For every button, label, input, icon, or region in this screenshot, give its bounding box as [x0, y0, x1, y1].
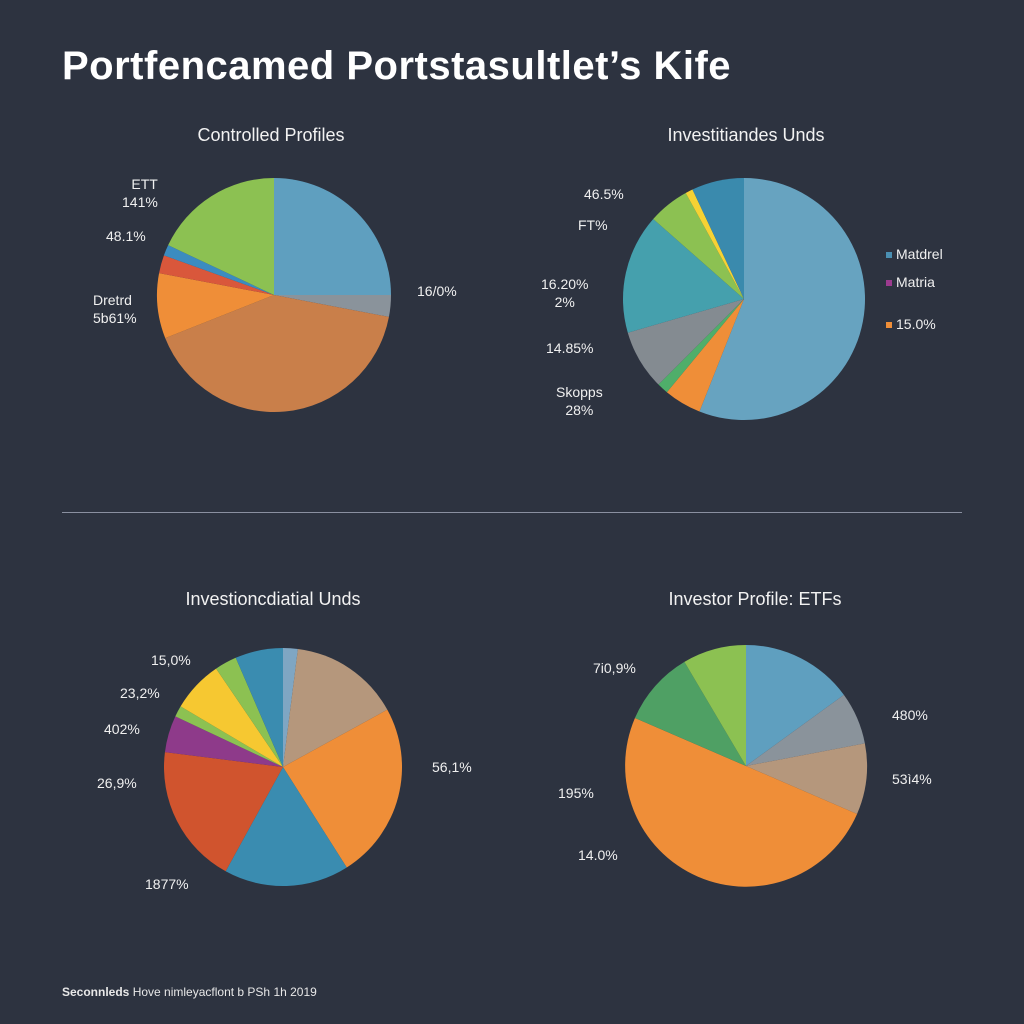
slice-label: 14.85%	[546, 340, 594, 356]
pie-slice	[746, 645, 844, 766]
slice-label: 15,0%	[151, 652, 191, 668]
legend-label: Matria	[896, 274, 935, 290]
legend-item: Matria	[886, 274, 935, 290]
pie-slice	[625, 717, 858, 887]
slice-label: 56,1%	[432, 759, 472, 775]
pie-slice	[157, 273, 274, 339]
footer-note: Seconnleds Hove nimleyacflont b PSh 1h 2…	[62, 985, 317, 999]
legend-item: Matdrel	[886, 246, 943, 262]
pie-slice	[627, 299, 744, 385]
slice-label: 14.0%	[578, 847, 618, 863]
footer-text: Hove nimleyacflont b PSh 1h 2019	[132, 985, 317, 999]
pie-slice	[225, 767, 347, 887]
chart-title: Controlled Profiles	[197, 125, 345, 145]
pie-slice	[746, 743, 868, 815]
pie-slice	[283, 648, 298, 767]
pie-slice	[163, 245, 274, 295]
pie-slice	[685, 189, 744, 299]
pie-slice	[165, 295, 389, 412]
main-title: Portfencamed Portstasultlet’s Kife	[62, 44, 732, 88]
pie-slice	[274, 295, 391, 317]
pie-slice	[164, 752, 283, 872]
pie-slice	[684, 645, 746, 766]
pie-slice	[216, 657, 283, 767]
pie-chart-investitiandes-unds	[622, 178, 866, 420]
slice-label: 7i0,9%	[593, 660, 636, 676]
pie-chart-investioncdiatial-unds	[164, 648, 403, 887]
legend-label: 15.0%	[896, 316, 936, 332]
pie-slice	[653, 192, 744, 299]
pie-slice	[274, 178, 391, 295]
slice-label: 53ì4%	[892, 771, 932, 787]
slice-label: 16.20% 2%	[541, 276, 589, 310]
pie-slice	[746, 694, 865, 766]
section-divider	[62, 512, 962, 513]
pie-slice	[175, 706, 283, 767]
pie-slice	[622, 218, 744, 333]
pie-slice	[283, 709, 403, 868]
slice-label: FT%	[578, 217, 608, 233]
slice-label: 46.5%	[584, 186, 624, 202]
legend-item: 15.0%	[886, 316, 936, 332]
slice-label: Dretrd 5b61%	[93, 292, 137, 326]
legend-swatch	[886, 322, 892, 328]
pie-chart-controlled-profiles	[157, 178, 391, 412]
pie-slice	[666, 299, 744, 412]
pie-slice	[180, 668, 283, 767]
chart-title: Investitiandes Unds	[667, 125, 825, 145]
slice-label: 23,2%	[120, 685, 160, 701]
pie-slice	[634, 661, 746, 766]
slice-label: ETT 141%	[122, 176, 158, 210]
legend-swatch	[886, 252, 892, 258]
legend-label: Matdrel	[896, 246, 943, 262]
pie-chart-investor-profile-etfs	[625, 645, 868, 887]
legend-swatch	[886, 280, 892, 286]
slice-label: 48.1%	[106, 228, 146, 244]
pie-slice	[168, 178, 274, 295]
slice-label: 26,9%	[97, 775, 137, 791]
pie-slice	[235, 648, 283, 767]
slice-label: 195%	[558, 785, 594, 801]
slice-label: 480%	[892, 707, 928, 723]
slice-label: 402%	[104, 721, 140, 737]
chart-title: Investor Profile: ETFs	[668, 589, 842, 609]
pie-slice	[283, 648, 388, 767]
slice-label: Skopps 28%	[556, 384, 603, 418]
pie-slice	[159, 255, 274, 295]
pie-slice	[699, 178, 866, 420]
slice-label: 1877%	[145, 876, 189, 892]
footer-source-label: Seconnleds	[62, 985, 130, 999]
chart-title: Investioncdiatial Unds	[185, 589, 361, 609]
pie-slice	[658, 299, 744, 393]
pie-slice	[164, 716, 283, 767]
pie-slice	[692, 178, 744, 299]
slice-label: 16/0%	[417, 283, 457, 299]
